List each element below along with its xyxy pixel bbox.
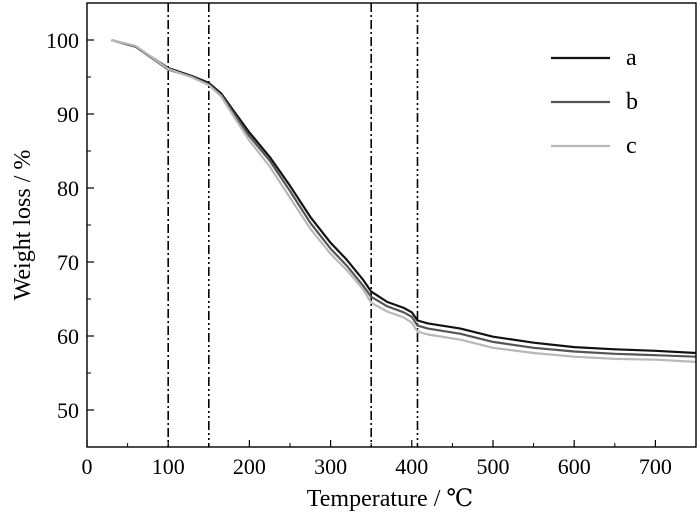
x-tick-label: 200 (233, 454, 266, 479)
y-tick-label: 50 (57, 398, 79, 423)
legend-label-c: c (626, 133, 637, 159)
series-line-a (111, 38, 697, 355)
y-tick-label: 60 (57, 324, 79, 349)
series-line-b (111, 38, 697, 358)
vertical-markers (167, 3, 419, 447)
series-lines (111, 38, 697, 363)
y-axis-label: Weight loss / % (10, 150, 36, 301)
y-axis-ticks: 50 60 70 80 90 100 (46, 28, 94, 423)
y-tick-label: 80 (57, 176, 79, 201)
x-tick-label: 600 (558, 454, 591, 479)
x-tick-label: 0 (82, 454, 93, 479)
legend: abc (551, 45, 638, 159)
x-tick-label: 400 (395, 454, 428, 479)
legend-label-b: b (626, 89, 638, 115)
x-tick-label: 100 (152, 454, 185, 479)
x-tick-label: 500 (477, 454, 510, 479)
x-tick-label: 300 (314, 454, 347, 479)
x-axis-ticks: 0 100 200 300 400 500 600 700 (82, 440, 672, 479)
plot-frame (86, 2, 697, 448)
y-tick-label: 90 (57, 102, 79, 127)
y-tick-label: 70 (57, 250, 79, 275)
series-line-c (111, 38, 697, 363)
y-tick-label: 100 (46, 28, 79, 53)
x-tick-label: 700 (639, 454, 672, 479)
x-axis-label: Temperature / ℃ (307, 486, 473, 512)
legend-label-a: a (626, 45, 637, 71)
